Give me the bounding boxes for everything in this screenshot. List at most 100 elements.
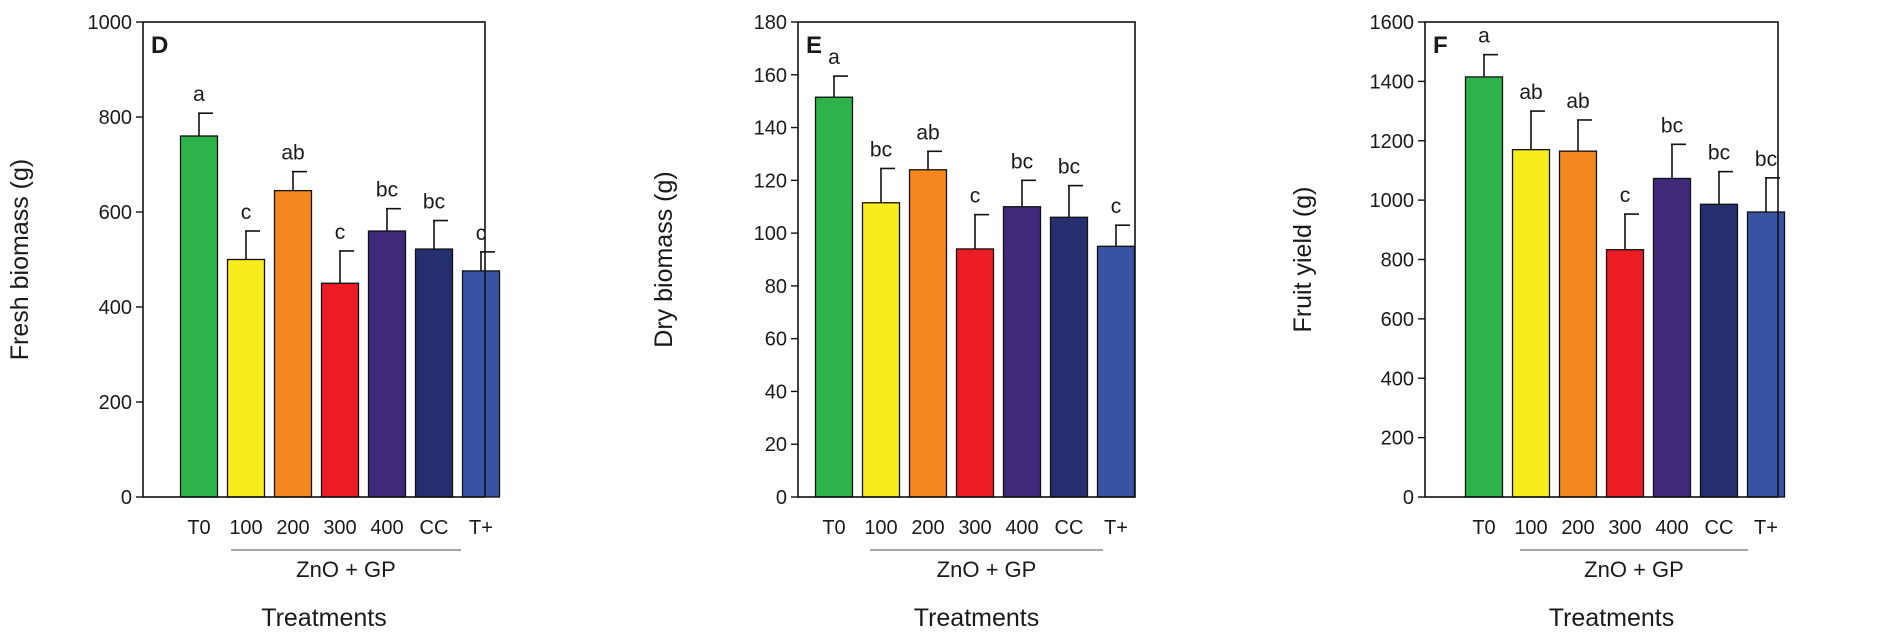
significance-letter: c [476,222,487,245]
bar-200 [1558,150,1598,498]
bar-cc [414,248,454,498]
y-tick-label: 200 [99,392,132,414]
significance-letter: c [241,201,252,224]
y-tick-label: 600 [1381,309,1414,331]
bar-100 [1511,149,1551,498]
y-tick-label: 400 [99,297,132,319]
chart-panel-d: a T0 c 100 ab 200 c 300 bc 400 bc CC c T+ 0 200 400 600 80… [6,12,501,632]
significance-letter: c [1111,195,1122,218]
significance-letter: c [335,221,346,244]
y-tick-label: 40 [765,381,787,403]
significance-letter: bc [1708,142,1730,165]
significance-letter: ab [916,121,939,144]
y-tick-label: 0 [121,487,132,509]
bar-cc [1699,203,1739,498]
significance-letter: bc [1058,156,1080,179]
x-tick-label: T0 [822,517,845,539]
significance-letter: bc [376,179,398,202]
group-label: ZnO + GP [937,557,1037,582]
y-tick-label: 1200 [1370,131,1415,153]
chart-panel-f: a T0 ab 100 ab 200 c 300 bc 400 bc CC bc T+ 0 200 400 600… [1289,12,1786,632]
x-tick-label: 200 [911,517,944,539]
x-tick-label: 400 [370,517,403,539]
x-tick-label: T+ [1104,517,1128,539]
x-tick-label: 400 [1005,517,1038,539]
y-tick-label: 20 [765,434,787,456]
y-axis-label: Dry biomass (g) [650,171,678,347]
chart-panel-e: a T0 bc 100 ab 200 c 300 bc 400 bc CC c T+ 0 20 40 60 80 10… [650,12,1136,632]
bar-tplus [461,270,501,498]
x-tick-label: T+ [1754,517,1778,539]
y-tick-label: 800 [1381,250,1414,272]
bar-400 [1002,206,1042,498]
panel-letter: E [806,32,822,59]
panel-letter: D [151,32,168,59]
bar-cc [1049,216,1089,498]
bar-200 [273,189,313,498]
x-axis-label: Treatments [1549,604,1675,632]
x-tick-label: T+ [469,517,493,539]
y-tick-label: 1600 [1370,12,1415,34]
bar-tplus [1746,211,1786,498]
bar-t0 [1464,76,1504,498]
significance-letter: ab [1566,90,1589,113]
y-tick-label: 200 [1381,428,1414,450]
bar-300 [320,282,360,498]
x-tick-label: 100 [1514,517,1547,539]
bar-400 [1652,177,1692,498]
significance-letter: c [1620,184,1631,207]
significance-letter: bc [423,191,445,214]
y-tick-label: 160 [754,65,787,87]
y-tick-label: 140 [754,118,787,140]
y-tick-label: 800 [99,107,132,129]
plot-frame [797,21,1136,498]
bar-100 [226,258,266,498]
panel-letter: F [1433,32,1448,59]
bar-300 [955,248,995,498]
x-axis-label: Treatments [914,604,1040,632]
y-tick-label: 0 [1403,487,1414,509]
group-label: ZnO + GP [1584,557,1684,582]
x-tick-label: T0 [1472,517,1495,539]
group-label: ZnO + GP [296,557,396,582]
y-axis-label: Fruit yield (g) [1289,187,1317,333]
x-tick-label: 300 [323,517,356,539]
significance-letter: a [193,83,205,106]
y-tick-label: 80 [765,276,787,298]
bar-t0 [814,96,854,498]
significance-letter: ab [1519,81,1542,104]
x-tick-label: CC [1055,517,1084,539]
x-tick-label: 300 [1608,517,1641,539]
x-tick-label: CC [1705,517,1734,539]
x-axis-label: Treatments [261,604,387,632]
significance-letter: bc [1661,114,1683,137]
x-tick-label: 200 [276,517,309,539]
bar-100 [861,202,901,498]
y-tick-label: 0 [776,487,787,509]
y-tick-label: 180 [754,12,787,34]
x-tick-label: T0 [187,517,210,539]
x-tick-label: CC [420,517,449,539]
y-tick-label: 1400 [1370,71,1415,93]
significance-letter: bc [1011,150,1033,173]
y-tick-label: 1000 [88,12,133,34]
x-tick-label: 400 [1655,517,1688,539]
significance-letter: ab [281,142,304,165]
x-tick-label: 300 [958,517,991,539]
y-tick-label: 120 [754,170,787,192]
significance-letter: bc [870,138,892,161]
bar-200 [908,169,948,498]
significance-letter: c [970,185,981,208]
bar-tplus [1096,245,1136,498]
x-tick-label: 100 [229,517,262,539]
bar-300 [1605,249,1645,498]
bar-400 [367,230,407,498]
y-tick-label: 60 [765,329,787,351]
significance-letter: a [1478,25,1490,48]
y-tick-label: 100 [754,223,787,245]
significance-letter: bc [1755,148,1777,171]
y-tick-label: 600 [99,202,132,224]
y-tick-label: 400 [1381,368,1414,390]
x-tick-label: 100 [864,517,897,539]
